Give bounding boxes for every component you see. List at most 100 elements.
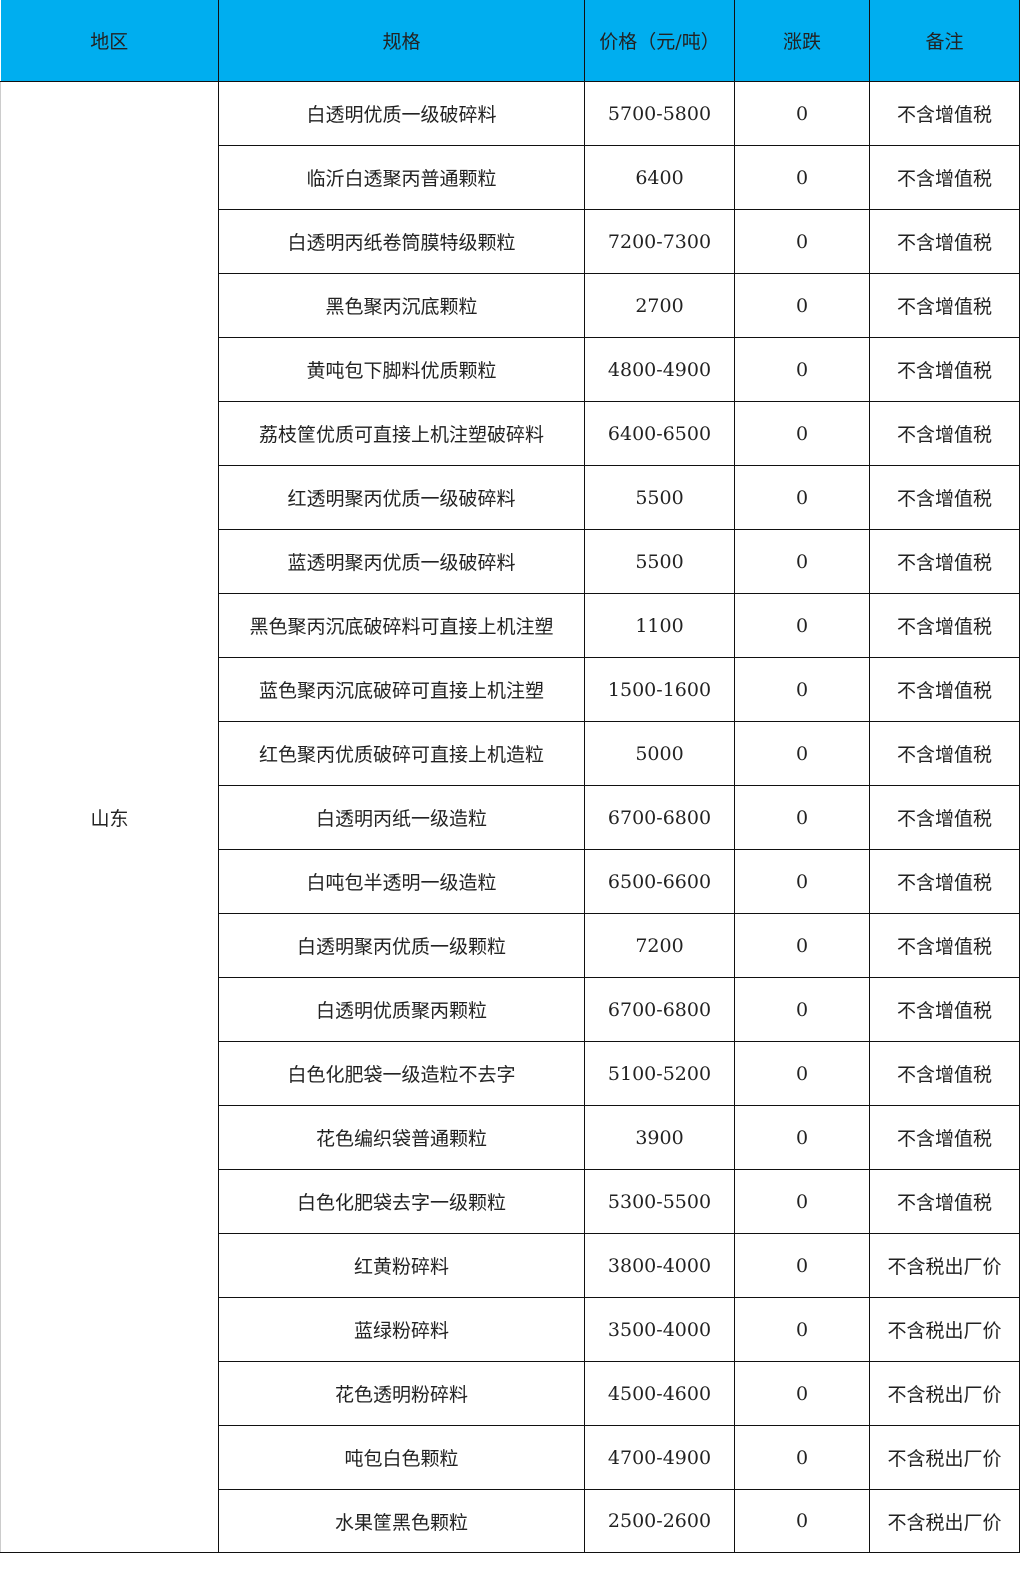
note-cell: 不含增值税 [869, 1105, 1020, 1170]
spec-cell: 红透明聚丙优质一级破碎料 [218, 465, 585, 530]
change-cell: 0 [734, 337, 870, 402]
table-row: 白透明丙纸一级造粒 6700-6800 0 不含增值税 [1, 785, 1020, 850]
note-cell: 不含增值税 [869, 849, 1020, 914]
price-cell: 2700 [584, 273, 735, 338]
note-cell: 不含增值税 [869, 529, 1020, 594]
price-table: 地区 规格 价格（元/吨） 涨跌 备注 山东 白透明优质一级破碎料 5700-580… [0, 0, 1020, 1553]
table-row: 白透明优质聚丙颗粒 6700-6800 0 不含增值税 [1, 977, 1020, 1042]
spec-cell: 白透明优质一级破碎料 [218, 81, 585, 146]
price-cell: 3800-4000 [584, 1233, 735, 1298]
note-cell: 不含增值税 [869, 209, 1020, 274]
price-cell: 3900 [584, 1105, 735, 1170]
note-cell: 不含税出厂价 [869, 1361, 1020, 1426]
table-row: 红黄粉碎料 3800-4000 0 不含税出厂价 [1, 1233, 1020, 1298]
change-cell: 0 [734, 81, 870, 146]
price-cell: 7200-7300 [584, 209, 735, 274]
table-row: 蓝绿粉碎料 3500-4000 0 不含税出厂价 [1, 1297, 1020, 1362]
price-cell: 6700-6800 [584, 785, 735, 850]
price-cell: 4800-4900 [584, 337, 735, 402]
table-row: 红透明聚丙优质一级破碎料 5500 0 不含增值税 [1, 465, 1020, 530]
change-cell: 0 [734, 1169, 870, 1234]
table-row: 白透明聚丙优质一级颗粒 7200 0 不含增值税 [1, 913, 1020, 978]
change-cell: 0 [734, 465, 870, 530]
table-row: 临沂白透聚丙普通颗粒 6400 0 不含增值税 [1, 145, 1020, 210]
table-row: 白色化肥袋一级造粒不去字 5100-5200 0 不含增值税 [1, 1041, 1020, 1106]
note-cell: 不含增值税 [869, 273, 1020, 338]
table-row: 荔枝筐优质可直接上机注塑破碎料 6400-6500 0 不含增值税 [1, 401, 1020, 466]
header-note: 备注 [869, 0, 1020, 82]
spec-cell: 蓝色聚丙沉底破碎可直接上机注塑 [218, 657, 585, 722]
price-cell: 5300-5500 [584, 1169, 735, 1234]
spec-cell: 花色编织袋普通颗粒 [218, 1105, 585, 1170]
table-row: 白吨包半透明一级造粒 6500-6600 0 不含增值税 [1, 849, 1020, 914]
price-cell: 6400-6500 [584, 401, 735, 466]
note-cell: 不含增值税 [869, 657, 1020, 722]
price-cell: 4700-4900 [584, 1425, 735, 1490]
price-cell: 3500-4000 [584, 1297, 735, 1362]
change-cell: 0 [734, 1297, 870, 1362]
table-row: 山东 白透明优质一级破碎料 5700-5800 0 不含增值税 [0, 81, 1020, 1553]
spec-cell: 黑色聚丙沉底破碎料可直接上机注塑 [218, 593, 585, 658]
spec-cell: 白透明丙纸一级造粒 [218, 785, 585, 850]
price-cell: 5700-5800 [584, 81, 735, 146]
note-cell: 不含税出厂价 [869, 1489, 1020, 1553]
note-cell: 不含增值税 [869, 721, 1020, 786]
note-cell: 不含增值税 [869, 1169, 1020, 1234]
change-cell: 0 [734, 721, 870, 786]
price-cell: 5100-5200 [584, 1041, 735, 1106]
price-cell: 6400 [584, 145, 735, 210]
spec-cell: 白色化肥袋一级造粒不去字 [218, 1041, 585, 1106]
header-row: 地区 规格 价格（元/吨） 涨跌 备注 [0, 0, 1020, 82]
region-cell: 山东 [0, 81, 219, 1553]
price-cell: 5500 [584, 465, 735, 530]
table-row: 黄吨包下脚料优质颗粒 4800-4900 0 不含增值税 [1, 337, 1020, 402]
spec-cell: 吨包白色颗粒 [218, 1425, 585, 1490]
table-row: 吨包白色颗粒 4700-4900 0 不含税出厂价 [1, 1425, 1020, 1490]
table-row: 黑色聚丙沉底颗粒 2700 0 不含增值税 [1, 273, 1020, 338]
change-cell: 0 [734, 593, 870, 658]
change-cell: 0 [734, 1489, 870, 1553]
price-cell: 1500-1600 [584, 657, 735, 722]
note-cell: 不含税出厂价 [869, 1233, 1020, 1298]
note-cell: 不含增值税 [869, 145, 1020, 210]
change-cell: 0 [734, 1105, 870, 1170]
change-cell: 0 [734, 1233, 870, 1298]
price-cell: 2500-2600 [584, 1489, 735, 1553]
note-cell: 不含增值税 [869, 593, 1020, 658]
change-cell: 0 [734, 401, 870, 466]
spec-cell: 白透明优质聚丙颗粒 [218, 977, 585, 1042]
note-cell: 不含增值税 [869, 401, 1020, 466]
header-region: 地区 [0, 0, 219, 82]
spec-cell: 白吨包半透明一级造粒 [218, 849, 585, 914]
spec-cell: 红黄粉碎料 [218, 1233, 585, 1298]
spec-cell: 黄吨包下脚料优质颗粒 [218, 337, 585, 402]
price-cell: 5000 [584, 721, 735, 786]
change-cell: 0 [734, 1361, 870, 1426]
header-price: 价格（元/吨） [584, 0, 735, 82]
price-cell: 7200 [584, 913, 735, 978]
note-cell: 不含增值税 [869, 785, 1020, 850]
change-cell: 0 [734, 529, 870, 594]
note-cell: 不含增值税 [869, 465, 1020, 530]
table-row: 花色透明粉碎料 4500-4600 0 不含税出厂价 [1, 1361, 1020, 1426]
price-cell: 1100 [584, 593, 735, 658]
change-cell: 0 [734, 145, 870, 210]
spec-cell: 红色聚丙优质破碎可直接上机造粒 [218, 721, 585, 786]
spec-cell: 花色透明粉碎料 [218, 1361, 585, 1426]
spec-cell: 黑色聚丙沉底颗粒 [218, 273, 585, 338]
spec-cell: 临沂白透聚丙普通颗粒 [218, 145, 585, 210]
table-body: 山东 白透明优质一级破碎料 5700-5800 0 不含增值税 临沂白透聚丙普通颗粒 640… [0, 81, 1020, 1553]
change-cell: 0 [734, 849, 870, 914]
header-spec: 规格 [218, 0, 585, 82]
change-cell: 0 [734, 913, 870, 978]
note-cell: 不含增值税 [869, 337, 1020, 402]
change-cell: 0 [734, 1425, 870, 1490]
change-cell: 0 [734, 657, 870, 722]
spec-cell: 白色化肥袋去字一级颗粒 [218, 1169, 585, 1234]
note-cell: 不含增值税 [869, 913, 1020, 978]
change-cell: 0 [734, 977, 870, 1042]
table-row: 白透明丙纸卷筒膜特级颗粒 7200-7300 0 不含增值税 [1, 209, 1020, 274]
note-cell: 不含增值税 [869, 1041, 1020, 1106]
change-cell: 0 [734, 1041, 870, 1106]
table-row: 白色化肥袋去字一级颗粒 5300-5500 0 不含增值税 [1, 1169, 1020, 1234]
